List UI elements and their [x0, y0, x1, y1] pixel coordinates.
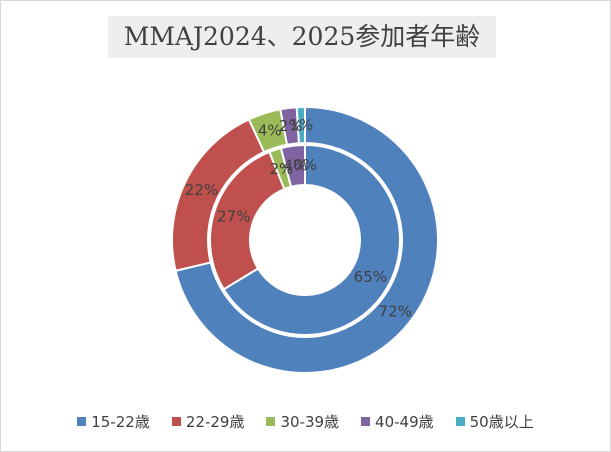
legend-label: 40-49歳 — [375, 412, 434, 431]
legend-label: 15-22歳 — [91, 412, 150, 431]
outer-label-30-39: 4% — [258, 122, 282, 140]
outer-label-50: 1% — [290, 116, 314, 134]
inner-label-50: 0% — [293, 156, 317, 174]
inner-label-40-49: 4% — [284, 157, 308, 175]
legend-label: 22-29歳 — [185, 412, 245, 431]
inner-slice-40-49 — [279, 143, 306, 189]
outer-label-22-29: 22% — [185, 181, 218, 199]
legend-item: 50歳以上 — [455, 410, 534, 432]
data-labels: 65%27%2%4%0%72%22%4%2%1% — [185, 116, 412, 320]
legend-swatch — [455, 416, 465, 426]
legend-label: 30-39歳 — [280, 412, 340, 431]
legend-swatch — [171, 416, 181, 426]
legend-item: 15-22歳 — [77, 410, 150, 432]
rings — [171, 105, 439, 374]
title-background — [108, 16, 496, 58]
legend-swatch — [77, 416, 87, 426]
inner-slice-15-22 — [222, 143, 401, 336]
legend-swatch — [266, 416, 276, 426]
inner-label-22-29: 27% — [217, 207, 250, 225]
outer-label-40-49: 2% — [279, 117, 303, 135]
inner-slice-22-29 — [209, 150, 286, 291]
legend-item: 40-49歳 — [361, 410, 434, 432]
legend-item: 30-39歳 — [266, 410, 339, 432]
legend-label: 50歳以上 — [469, 412, 534, 431]
legend: 15-22歳 22-29歳 30-39歳 40-49歳 50歳以上 — [0, 410, 611, 432]
outer-slice-15-22 — [174, 105, 439, 374]
outer-slice-50 — [295, 105, 306, 145]
chart-title: MMAJ2024、2025参加者年齢 — [123, 22, 481, 51]
inner-label-15-22: 65% — [354, 268, 387, 286]
outer-label-15-22: 72% — [379, 302, 412, 320]
legend-swatch — [361, 416, 371, 426]
legend-item: 22-29歳 — [171, 410, 245, 432]
inner-label-30-39: 2% — [269, 160, 293, 178]
